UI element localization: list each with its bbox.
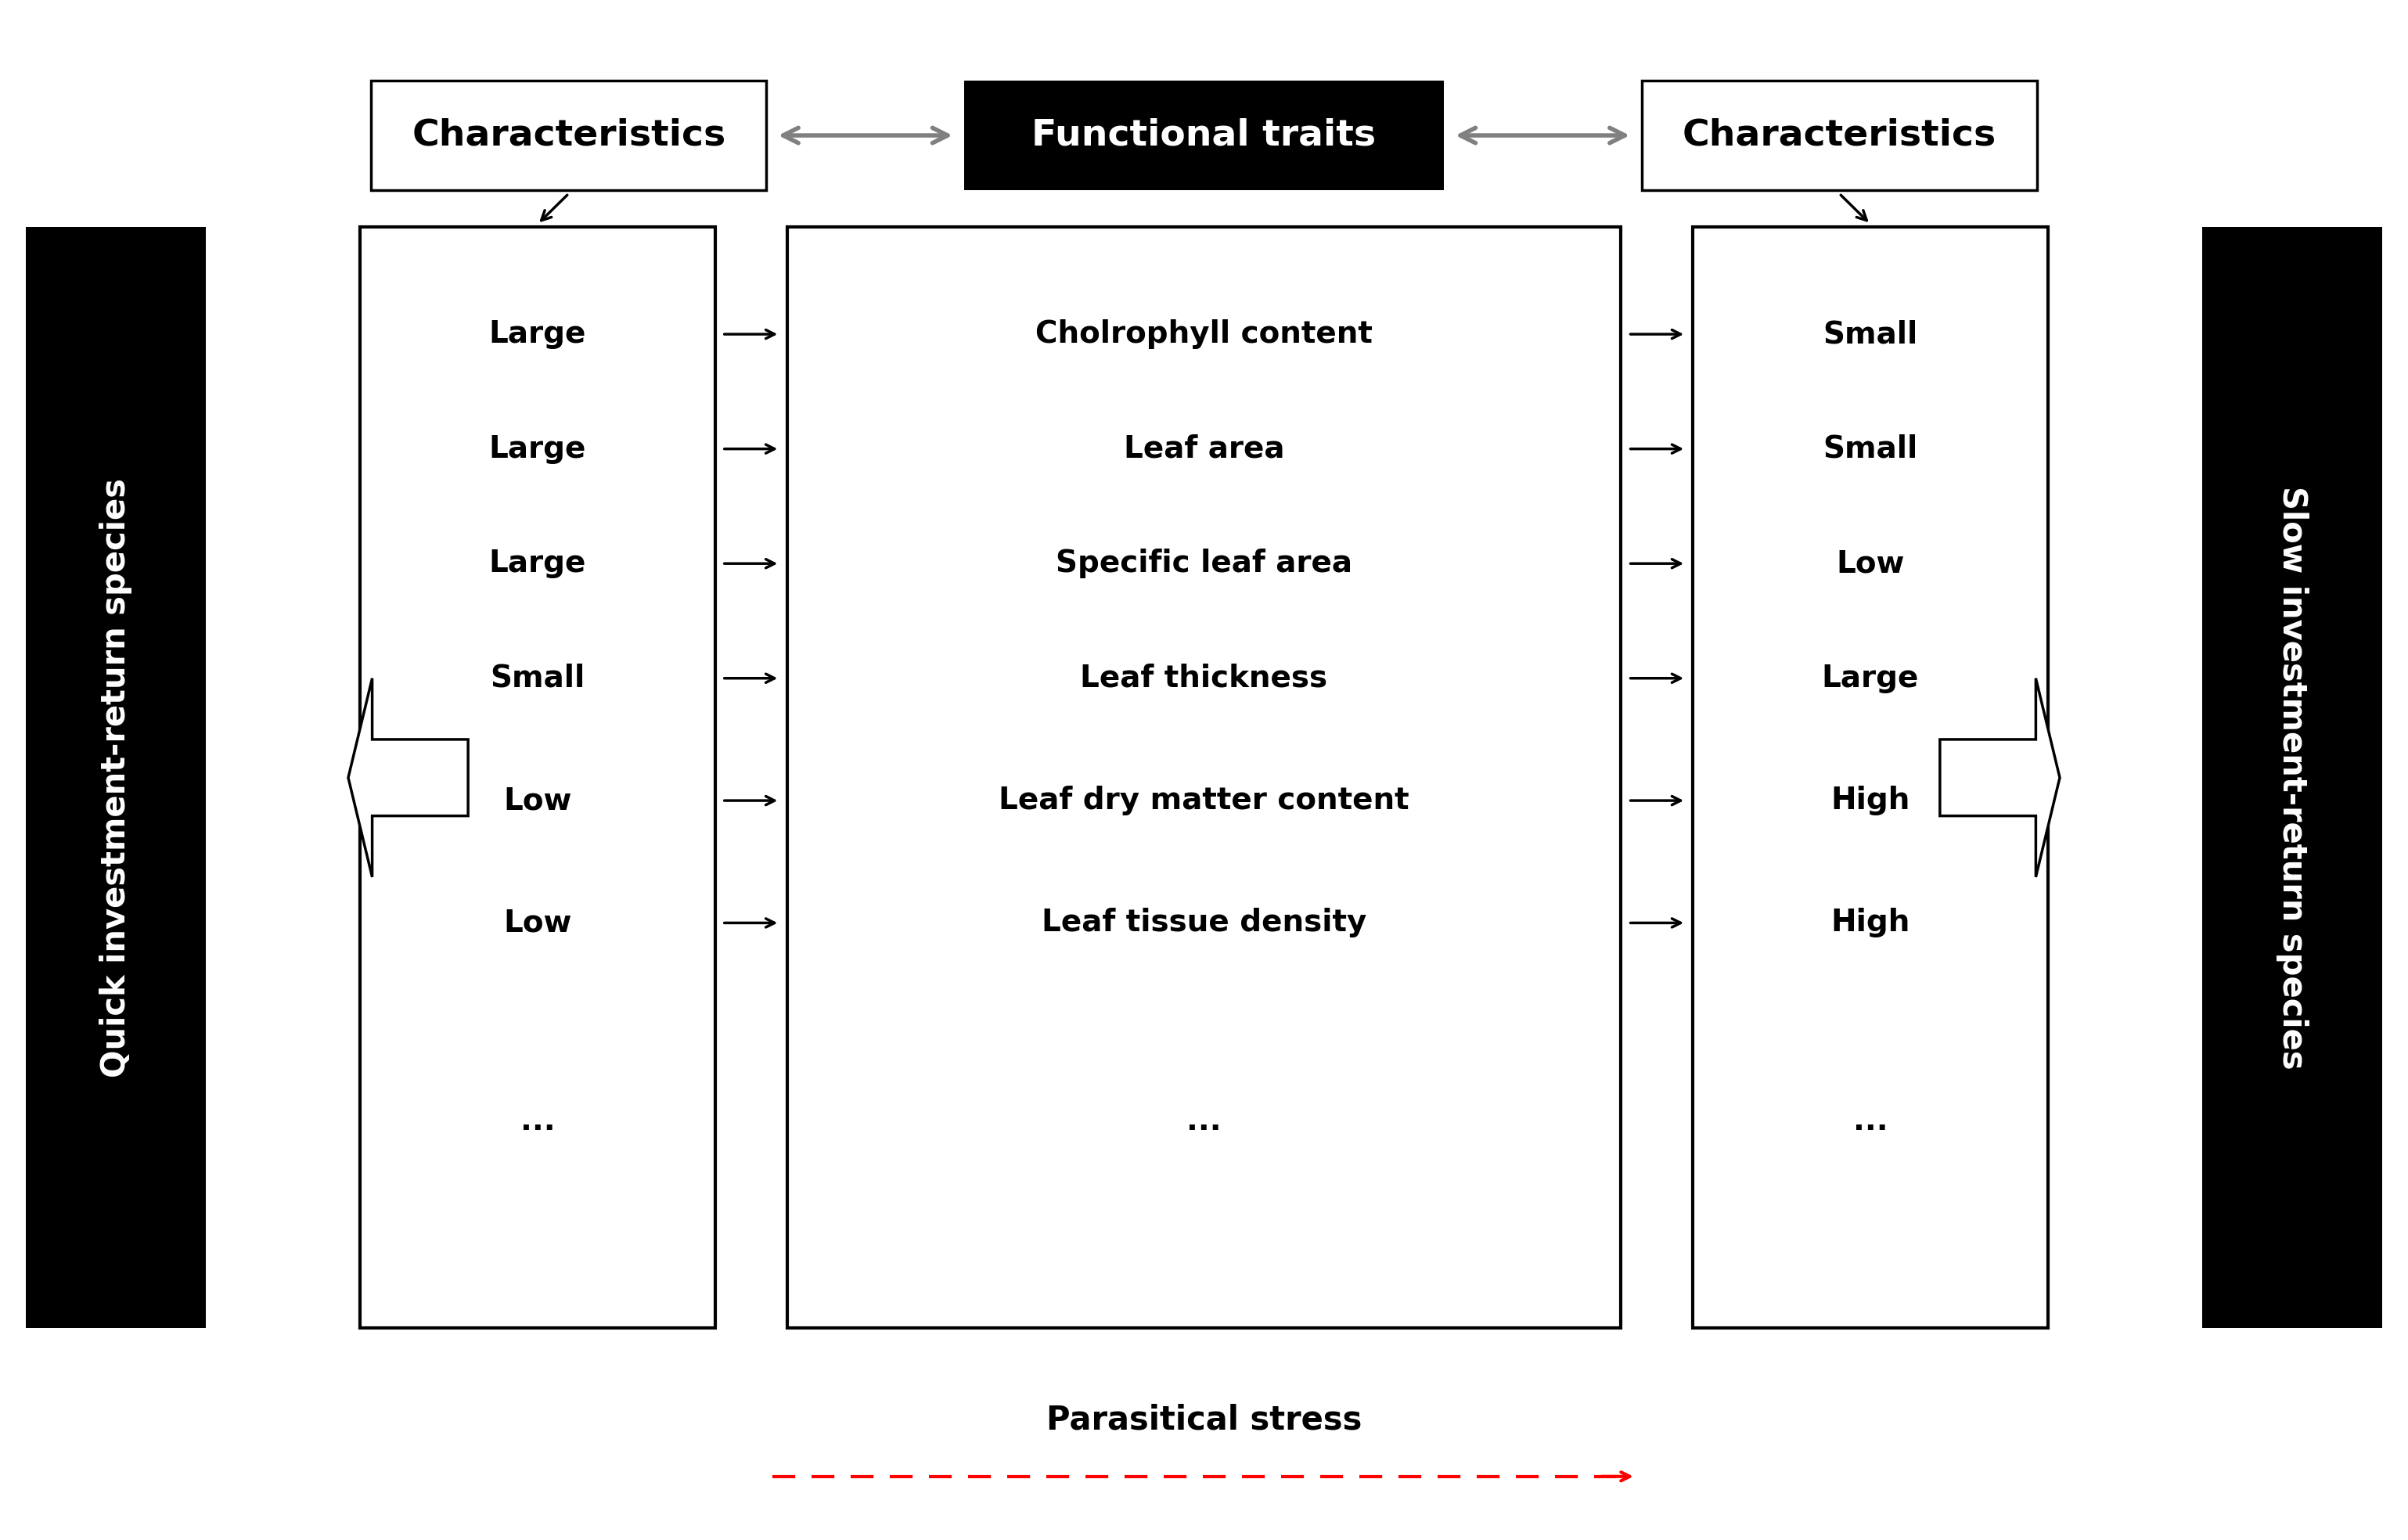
Text: Large: Large [489,548,585,579]
Text: Characteristics: Characteristics [1683,117,1996,152]
Text: Low: Low [503,785,571,816]
Text: Functional traits: Functional traits [1031,117,1377,152]
Text: High: High [1830,785,1910,816]
Text: Leaf thickness: Leaf thickness [1081,664,1327,693]
Text: Slow investment-return species: Slow investment-return species [2276,487,2309,1069]
Text: Leaf area: Leaf area [1125,434,1283,464]
Text: Quick investment-return species: Quick investment-return species [99,477,132,1078]
FancyBboxPatch shape [963,80,1445,191]
Text: Large: Large [489,434,585,464]
FancyBboxPatch shape [361,228,715,1327]
Text: ...: ... [520,1107,556,1137]
Text: Leaf tissue density: Leaf tissue density [1043,909,1365,938]
FancyBboxPatch shape [787,228,1621,1327]
Text: Small: Small [1823,319,1917,350]
FancyBboxPatch shape [371,80,766,191]
Text: Low: Low [1837,548,1905,579]
FancyBboxPatch shape [1693,228,2047,1327]
Text: Cholrophyll content: Cholrophyll content [1035,319,1373,350]
Text: Large: Large [1823,664,1919,693]
FancyBboxPatch shape [26,228,205,1327]
FancyBboxPatch shape [2203,228,2382,1327]
FancyBboxPatch shape [1642,80,2037,191]
Text: High: High [1830,909,1910,938]
Text: Small: Small [1823,434,1917,464]
Polygon shape [1941,678,2059,878]
Text: Small: Small [491,664,585,693]
Text: Specific leaf area: Specific leaf area [1055,548,1353,579]
Text: Characteristics: Characteristics [412,117,725,152]
Text: ...: ... [1852,1107,1888,1137]
Polygon shape [349,678,467,878]
Text: Low: Low [503,909,571,938]
Text: Leaf dry matter content: Leaf dry matter content [999,785,1409,816]
Text: ...: ... [1187,1107,1221,1137]
Text: Large: Large [489,319,585,350]
Text: Parasitical stress: Parasitical stress [1045,1403,1363,1437]
